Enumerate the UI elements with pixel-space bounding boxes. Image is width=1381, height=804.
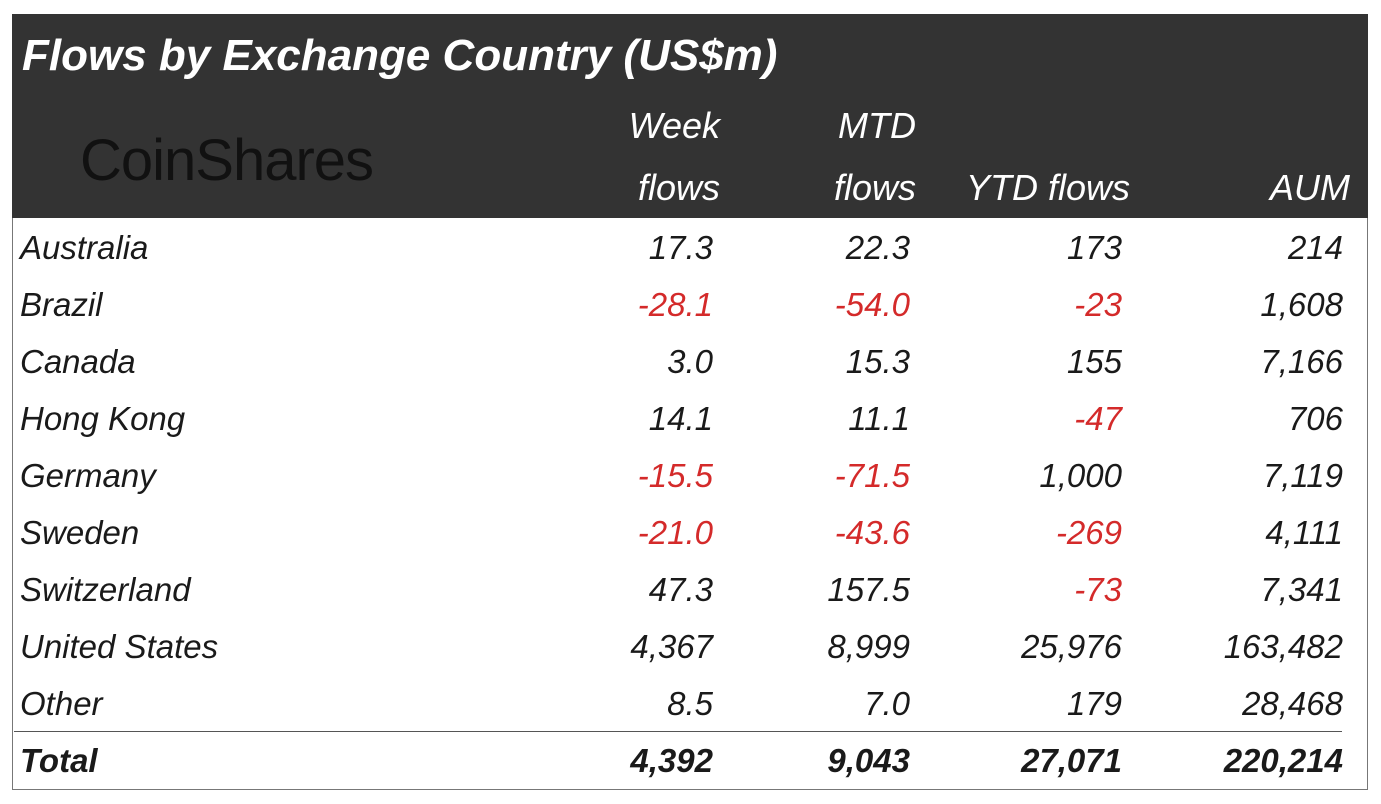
cell-value: 14.1 xyxy=(648,400,713,437)
cell-value: 220,214 xyxy=(1223,742,1343,779)
cell-value: -71.5 xyxy=(834,457,910,494)
total-rule xyxy=(14,731,1342,732)
cell-value: 47.3 xyxy=(648,571,713,608)
cell-value: -43.6 xyxy=(834,514,910,551)
column-header: MTD xyxy=(838,105,916,146)
column-header: flows xyxy=(637,167,720,208)
cell-value: 706 xyxy=(1287,400,1343,437)
column-header: AUM xyxy=(1270,167,1350,208)
cell-value: -54.0 xyxy=(834,286,910,323)
header-band xyxy=(12,14,1368,218)
cell-value: 1,000 xyxy=(1039,457,1122,494)
cell-value: 1,608 xyxy=(1260,286,1343,323)
cell-value: -15.5 xyxy=(637,457,713,494)
cell-value: 7,341 xyxy=(1260,571,1343,608)
cell-value: 22.3 xyxy=(845,229,910,266)
cell-value: 8,999 xyxy=(827,628,910,665)
cell-value: -73 xyxy=(1074,571,1122,608)
cell-value: 179 xyxy=(1066,685,1122,722)
cell-value: -21.0 xyxy=(637,514,713,551)
cell-value: -23 xyxy=(1074,286,1122,323)
cell-value: 214 xyxy=(1287,229,1343,266)
row-label: Canada xyxy=(20,343,136,380)
row-label: United States xyxy=(20,628,219,665)
row-label: Total xyxy=(20,742,98,779)
cell-value: 7.0 xyxy=(864,685,910,722)
row-label: Hong Kong xyxy=(20,400,186,437)
column-header: flows xyxy=(833,167,916,208)
row-label: Brazil xyxy=(20,286,103,323)
cell-value: 17.3 xyxy=(648,229,713,266)
title: Flows by Exchange Country (US$m) xyxy=(22,31,778,80)
cell-value: 4,367 xyxy=(630,628,713,665)
cell-value: 155 xyxy=(1066,343,1122,380)
column-header: Week xyxy=(628,105,720,146)
cell-value: -28.1 xyxy=(637,286,713,323)
cell-value: -269 xyxy=(1055,514,1122,551)
cell-value: 8.5 xyxy=(667,685,713,722)
cell-value: 7,119 xyxy=(1262,457,1343,494)
row-label: Australia xyxy=(20,229,149,266)
cell-value: 28,468 xyxy=(1242,685,1343,722)
cell-value: 173 xyxy=(1066,229,1122,266)
row-label: Germany xyxy=(20,457,156,494)
row-label: Switzerland xyxy=(20,571,191,608)
cell-value: 4,111 xyxy=(1265,514,1343,551)
row-label: Sweden xyxy=(20,514,140,551)
cell-value: 163,482 xyxy=(1223,628,1343,665)
row-label: Other xyxy=(20,685,103,722)
logo: CoinShares xyxy=(80,128,374,193)
cell-value: 9,043 xyxy=(827,742,910,779)
cell-value: 25,976 xyxy=(1021,628,1122,665)
cell-value: 4,392 xyxy=(630,742,713,779)
cell-value: 27,071 xyxy=(1021,742,1122,779)
cell-value: -47 xyxy=(1074,400,1122,437)
cell-value: 3.0 xyxy=(667,343,713,380)
column-header: YTD flows xyxy=(965,167,1130,208)
cell-value: 15.3 xyxy=(845,343,910,380)
cell-value: 11.1 xyxy=(848,400,910,437)
cell-value: 7,166 xyxy=(1260,343,1343,380)
cell-value: 157.5 xyxy=(827,571,910,608)
